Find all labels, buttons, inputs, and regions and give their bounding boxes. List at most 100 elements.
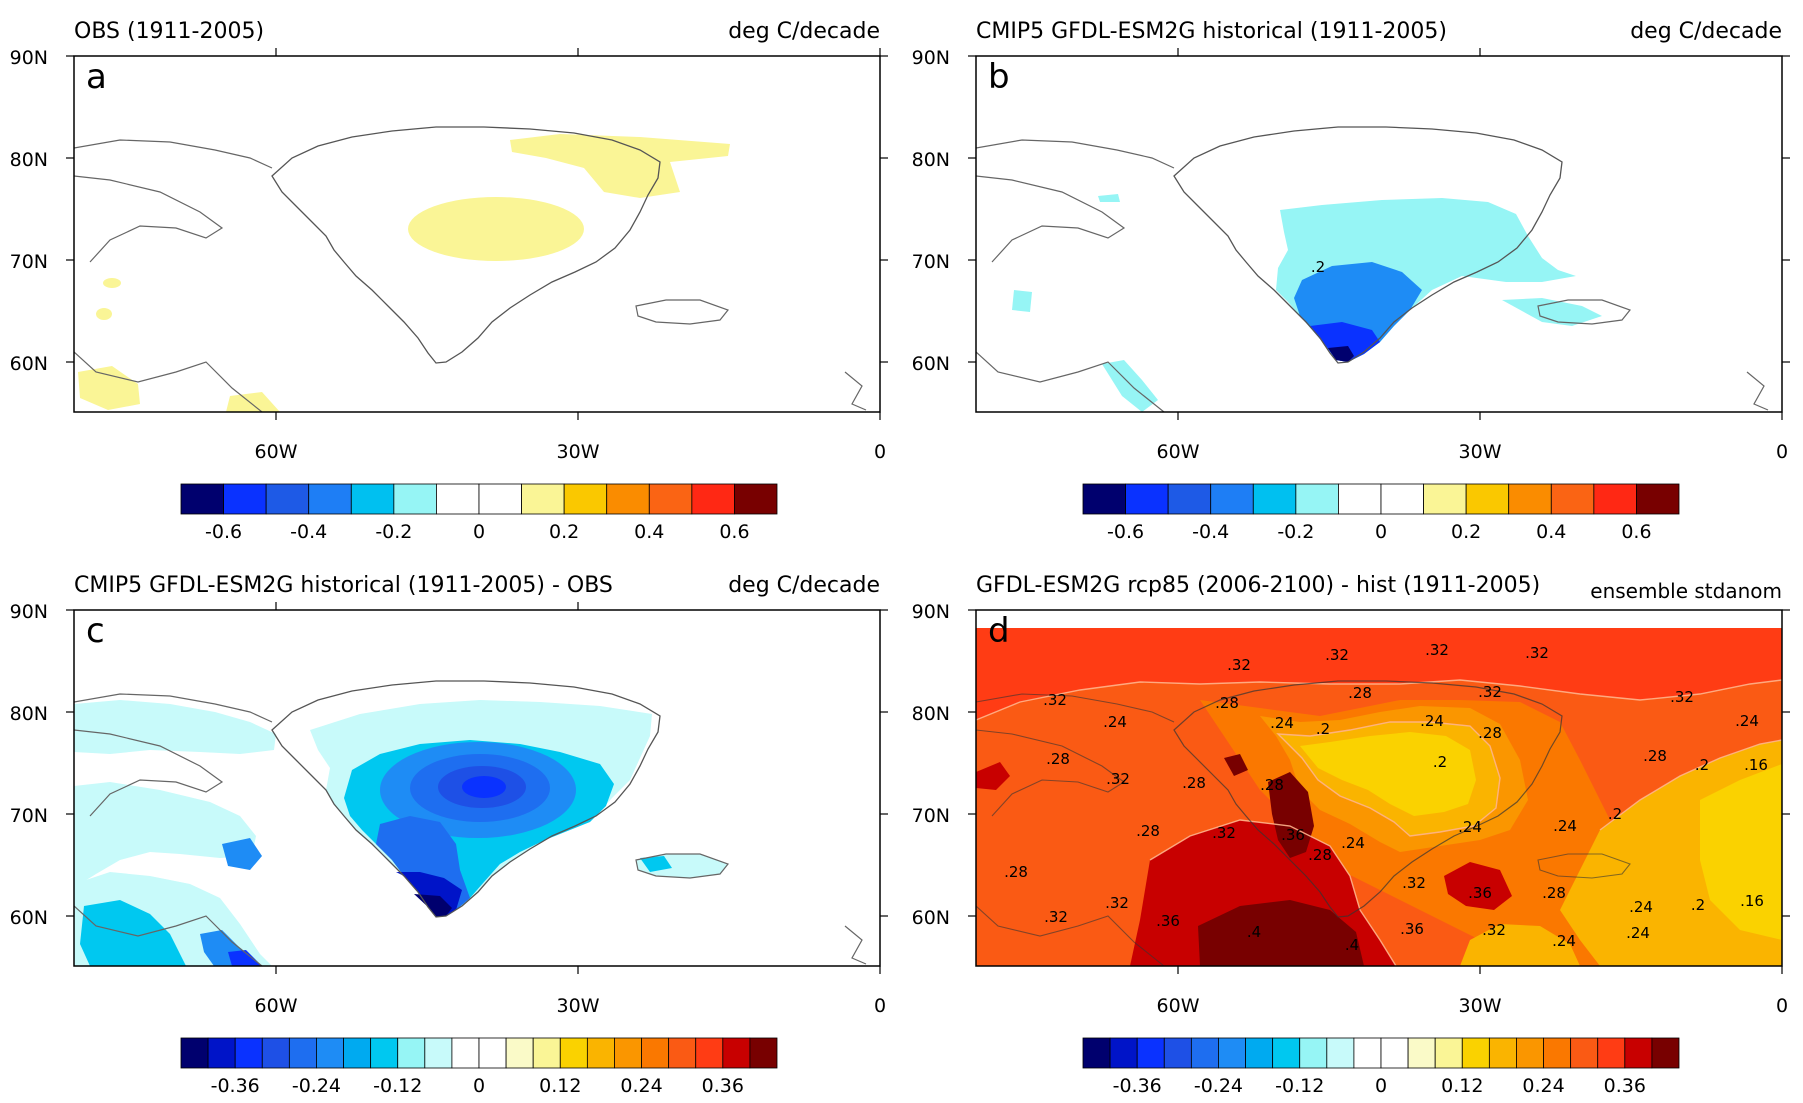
anomaly-region <box>640 856 672 872</box>
colorbar-swatch <box>1082 1037 1111 1069</box>
lon-label: 30W <box>557 441 600 463</box>
contour-label: .32 <box>1478 683 1502 701</box>
colorbar-tick-label: -0.2 <box>375 521 412 543</box>
lon-labels: 60W 30W 0 <box>255 995 887 1017</box>
colorbar-tick-label: 0 <box>1375 1075 1387 1097</box>
colorbar-swatch <box>1295 483 1339 515</box>
colorbar-swatch <box>1593 483 1637 515</box>
lat-labels: 90N 80N 70N 60N <box>10 601 48 929</box>
contour-label: .28 <box>1215 694 1239 712</box>
colorbar-swatch <box>1082 483 1126 515</box>
colorbar-swatch <box>1651 1037 1680 1069</box>
map-frame <box>975 609 1783 967</box>
coastlines <box>74 693 867 966</box>
contour-label: .28 <box>1348 684 1372 702</box>
colorbar-swatch <box>1407 1037 1436 1069</box>
colorbar-swatch <box>234 1037 263 1069</box>
contour-label: .28 <box>1136 822 1160 840</box>
colorbar-swatch <box>641 1037 670 1069</box>
panel-letter: d <box>988 611 1010 651</box>
colorbar-tick-label: 0.4 <box>1536 521 1566 543</box>
anomaly-region <box>222 838 262 870</box>
contour-label: .28 <box>1004 863 1028 881</box>
colorbar-swatch <box>521 483 565 515</box>
lon-label: 30W <box>1459 995 1502 1017</box>
lat-label: 80N <box>912 703 950 725</box>
colorbar-swatch <box>261 1037 290 1069</box>
lat-label: 80N <box>912 149 950 171</box>
contour-label: .24 <box>1420 712 1444 730</box>
contour-label: .28 <box>1308 846 1332 864</box>
map-ticks <box>66 48 888 420</box>
anomaly-region <box>1700 764 1782 940</box>
contour-label: .32 <box>1525 644 1549 662</box>
contour-label: .36 <box>1281 826 1305 844</box>
lat-label: 90N <box>912 47 950 69</box>
lat-label: 60N <box>10 353 48 375</box>
lon-labels: 60W 30W 0 <box>1157 995 1789 1017</box>
colorbar-swatch <box>316 1037 344 1069</box>
colorbar-swatch <box>350 483 395 515</box>
lon-label: 60W <box>255 441 298 463</box>
contour-labels: .32 .32 .32 .32 .32 .28 .28 .32 .32 .24 … <box>1004 641 1768 954</box>
colorbar-swatch <box>1516 1037 1544 1069</box>
colorbar-swatch <box>1465 483 1510 515</box>
panel-a: OBS (1911-2005) deg C/decade a <box>10 19 888 543</box>
colorbar-swatch <box>393 483 437 515</box>
contour-label: .24 <box>1626 924 1650 942</box>
colorbar-swatch <box>1508 483 1552 515</box>
colorbar-tick-label: -0.36 <box>211 1075 260 1097</box>
colorbar-swatch <box>180 1037 209 1069</box>
colorbar-tick-label: 0.12 <box>539 1075 581 1097</box>
lat-label: 90N <box>10 47 48 69</box>
colorbar-swatch <box>1109 1037 1138 1069</box>
contour-label: .32 <box>1670 688 1694 706</box>
contour-label: .32 <box>1325 646 1349 664</box>
anomaly-region <box>1198 900 1364 966</box>
colorbar-swatch <box>734 483 778 515</box>
contour-label: .28 <box>1260 776 1284 794</box>
colorbar-swatch <box>586 1037 615 1069</box>
contour-label: .28 <box>1643 747 1667 765</box>
colorbar-tick-label: -0.4 <box>1192 521 1229 543</box>
colorbar-swatch <box>478 483 522 515</box>
colorbar-tick-label: 0.24 <box>620 1075 662 1097</box>
colorbar-swatch <box>1218 1037 1246 1069</box>
colorbar-swatch <box>722 1037 751 1069</box>
lon-label: 0 <box>874 441 886 463</box>
colorbar-swatch <box>343 1037 372 1069</box>
cooling-region <box>1502 298 1602 326</box>
plot-top-gap <box>976 610 1782 628</box>
colorbar-swatch <box>1245 1037 1274 1069</box>
panel-letter: c <box>86 611 105 651</box>
colorbar-tick-label: -0.36 <box>1113 1075 1162 1097</box>
colorbar-tick-label: 0 <box>1375 521 1387 543</box>
panel-units: ensemble stdanom <box>1590 579 1782 603</box>
contour-label: .28 <box>1542 884 1566 902</box>
colorbar-swatch <box>614 1037 642 1069</box>
colorbar-swatch <box>1624 1037 1653 1069</box>
warming-patch <box>78 366 140 410</box>
lon-label: 30W <box>557 995 600 1017</box>
map-ticks <box>968 48 1790 420</box>
colorbar-tick-label: -0.6 <box>1107 521 1144 543</box>
lon-label: 0 <box>1776 995 1788 1017</box>
map-frame <box>73 609 881 967</box>
colorbar-swatch <box>1338 483 1382 515</box>
contour-label: .24 <box>1341 834 1365 852</box>
colorbar-tick-label: -0.24 <box>292 1075 341 1097</box>
colorbar-swatch <box>436 483 480 515</box>
warming-patch <box>226 392 280 412</box>
colorbar-tick-label: 0.6 <box>1621 521 1651 543</box>
contour-label: .28 <box>1182 774 1206 792</box>
colorbar-swatch <box>691 483 735 515</box>
colorbar-tick-label: 0.36 <box>1604 1075 1646 1097</box>
map-area: a <box>74 56 880 412</box>
colorbar-swatch <box>1543 1037 1572 1069</box>
contour-label: .4 <box>1345 936 1359 954</box>
colorbar-tick-label: -0.2 <box>1277 521 1314 543</box>
colorbar-swatch <box>648 483 693 515</box>
panel-units: deg C/decade <box>1630 19 1782 44</box>
anomaly-region <box>228 950 262 966</box>
